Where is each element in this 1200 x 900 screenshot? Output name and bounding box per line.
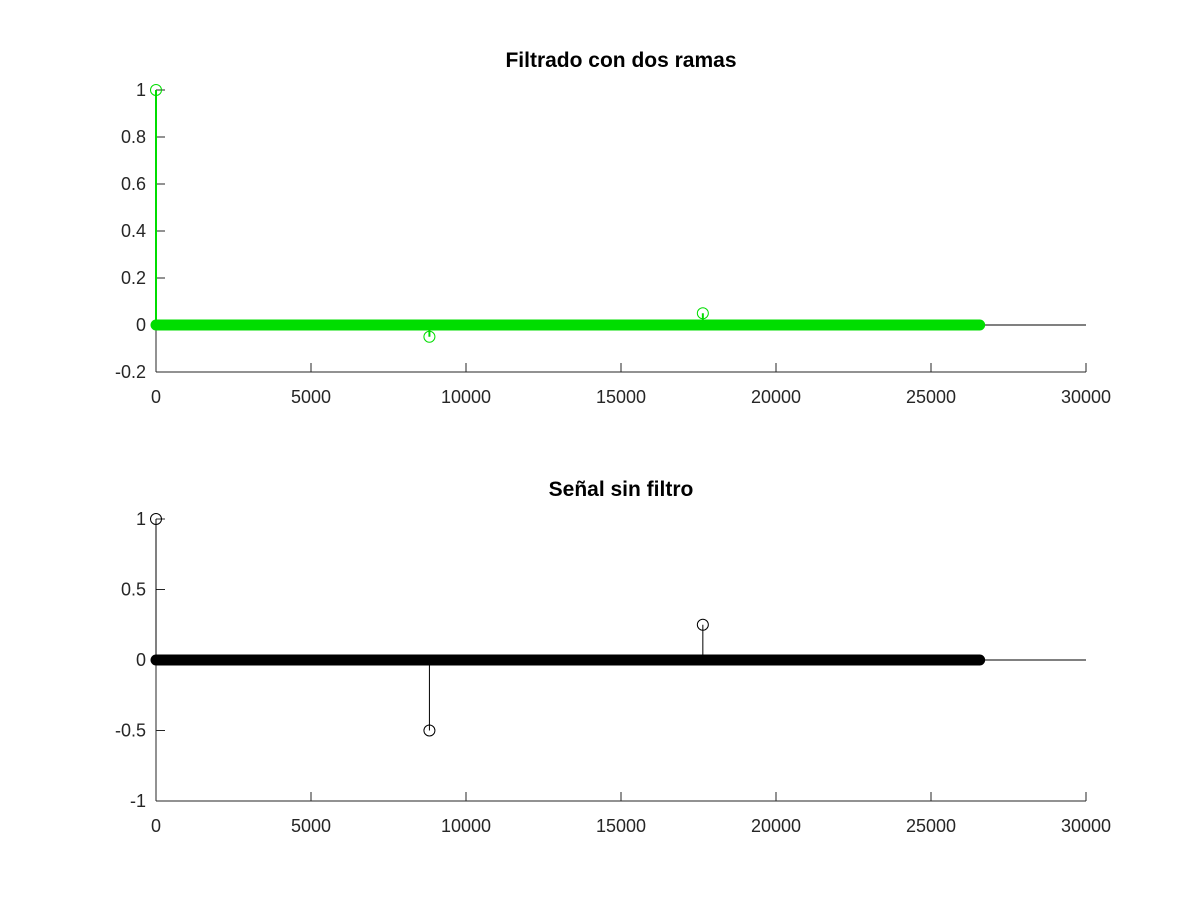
y-tick-label: -0.5 xyxy=(115,721,146,741)
x-tick-label: 25000 xyxy=(906,816,956,836)
y-tick-label: 0.2 xyxy=(121,268,146,288)
y-tick-label: 0.6 xyxy=(121,174,146,194)
x-tick-label: 10000 xyxy=(441,387,491,407)
stem-marker xyxy=(696,307,709,320)
y-tick-label: 0.4 xyxy=(121,221,146,241)
x-tick-label: 5000 xyxy=(291,816,331,836)
x-tick-label: 0 xyxy=(151,387,161,407)
x-tick-label: 5000 xyxy=(291,387,331,407)
x-tick-label: 0 xyxy=(151,816,161,836)
x-tick-label: 30000 xyxy=(1061,816,1111,836)
y-tick-label: 0 xyxy=(136,315,146,335)
y-tick-label: 0.8 xyxy=(121,127,146,147)
plot-senal: Señal sin filtro 0 5000 10000 15000 20000 250… xyxy=(115,478,1111,836)
y-tick-label: 1 xyxy=(136,80,146,100)
stem-marker xyxy=(150,84,162,96)
stem-marker xyxy=(150,513,162,525)
chart-title: Señal sin filtro xyxy=(549,478,694,501)
x-tick-label: 30000 xyxy=(1061,387,1111,407)
stem-marker xyxy=(696,618,709,631)
x-tick-label: 10000 xyxy=(441,816,491,836)
y-tick-label: 1 xyxy=(136,509,146,529)
stem-marker xyxy=(423,724,436,737)
y-tick-label: -1 xyxy=(130,791,146,811)
x-tick-label: 15000 xyxy=(596,387,646,407)
plot-filtrado: Filtrado con dos ramas 0 5000 10000 15000 20… xyxy=(115,49,1111,407)
x-tick-label: 20000 xyxy=(751,387,801,407)
y-tick-label: 0 xyxy=(136,650,146,670)
x-tick-label: 25000 xyxy=(906,387,956,407)
y-tick-label: 0.5 xyxy=(121,580,146,600)
x-tick-label: 20000 xyxy=(751,816,801,836)
x-tick-label: 15000 xyxy=(596,816,646,836)
stem-marker xyxy=(423,330,436,343)
y-tick-label: -0.2 xyxy=(115,362,146,382)
chart-title: Filtrado con dos ramas xyxy=(505,49,736,72)
